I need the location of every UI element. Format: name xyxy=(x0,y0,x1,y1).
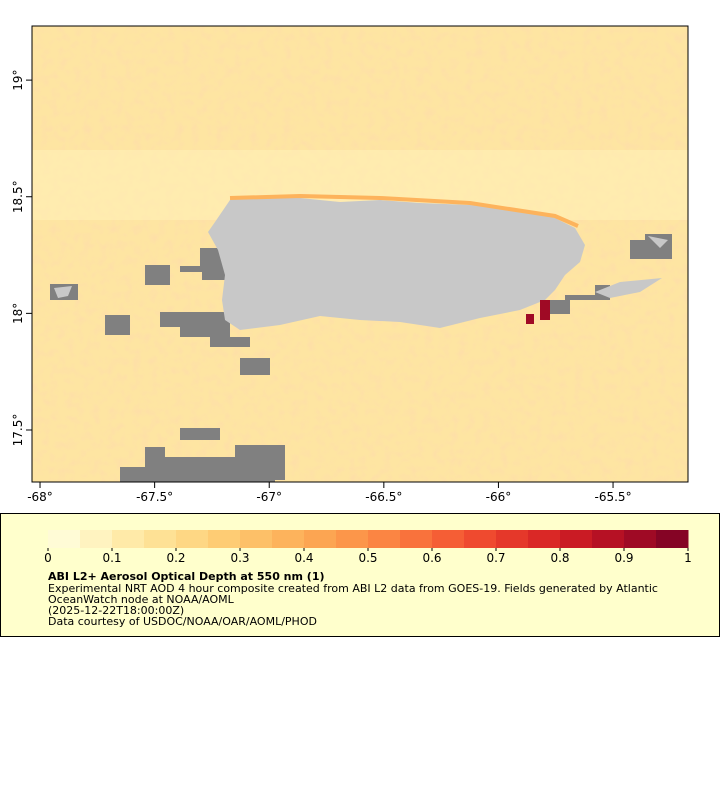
colorbar-swatch xyxy=(432,530,465,548)
colorbar-swatch xyxy=(112,530,145,548)
colorbar-swatch xyxy=(272,530,305,548)
colorbar-swatch xyxy=(496,530,529,548)
colorbar-swatch xyxy=(560,530,593,548)
axes: -68° -67.5° -67° -66.5° -66° -65.5° 17.5° 18° 18… xyxy=(11,69,632,504)
colorbar-tick-label: 0 xyxy=(44,551,52,565)
colorbar-swatch xyxy=(144,530,177,548)
map-frame xyxy=(31,25,689,483)
legend-title: ABI L2+ Aerosol Optical Depth at 550 nm … xyxy=(48,570,325,583)
colorbar-swatch xyxy=(400,530,433,548)
colorbar-swatch xyxy=(240,530,273,548)
colorbar-tick-label: 0.7 xyxy=(486,551,505,565)
x-tick-label: -66.5° xyxy=(365,490,402,504)
y-tick-label: 19° xyxy=(11,69,25,90)
x-tick-label: -65.5° xyxy=(595,490,632,504)
colorbar-tick-label: 0.2 xyxy=(166,551,185,565)
x-tick-label: -68° xyxy=(27,490,53,504)
legend-description: Data courtesy of USDOC/NOAA/OAR/AOML/PHO… xyxy=(48,615,317,628)
colorbar-swatch xyxy=(592,530,625,548)
y-tick-label: 18° xyxy=(11,303,25,324)
colorbar-tick-label: 0.5 xyxy=(358,551,377,565)
colorbar-swatch xyxy=(368,530,401,548)
colorbar-swatch xyxy=(528,530,561,548)
colorbar-swatch xyxy=(80,530,113,548)
legend-description: OceanWatch node at NOAA/AOML xyxy=(48,593,235,606)
colorbar-swatch xyxy=(464,530,497,548)
colorbar-tick-label: 0.8 xyxy=(550,551,569,565)
y-tick-label: 17.5° xyxy=(11,414,25,447)
colorbar-swatch xyxy=(304,530,337,548)
colorbar-swatch xyxy=(656,530,689,548)
colorbar-tick-label: 0.4 xyxy=(294,551,313,565)
colorbar-swatch xyxy=(176,530,209,548)
x-tick-label: -67.5° xyxy=(136,490,173,504)
x-tick-label: -67° xyxy=(256,490,282,504)
y-tick-label: 18.5° xyxy=(11,180,25,213)
colorbar-tick-label: 0.9 xyxy=(614,551,633,565)
colorbar-tick-label: 0.3 xyxy=(230,551,249,565)
legend-description: (2025-12-22T18:00:00Z) xyxy=(48,604,184,617)
coast-halo xyxy=(229,193,579,228)
colorbar: 0 0.1 0.2 0.3 0.4 0.5 0.6 0.7 0.8 0.9 1 xyxy=(44,530,692,565)
colorbar-tick-label: 0.6 xyxy=(422,551,441,565)
legend-description: Experimental NRT AOD 4 hour composite cr… xyxy=(48,582,658,595)
high-aod-patch xyxy=(540,300,550,320)
x-tick-label: -66° xyxy=(486,490,512,504)
high-aod-patch xyxy=(526,314,534,324)
colorbar-swatch xyxy=(48,530,81,548)
colorbar-tick-label: 0.1 xyxy=(102,551,121,565)
colorbar-swatch xyxy=(336,530,369,548)
land xyxy=(54,196,668,330)
colorbar-swatch xyxy=(208,530,241,548)
colorbar-swatch xyxy=(624,530,657,548)
colorbar-tick-label: 1 xyxy=(684,551,692,565)
